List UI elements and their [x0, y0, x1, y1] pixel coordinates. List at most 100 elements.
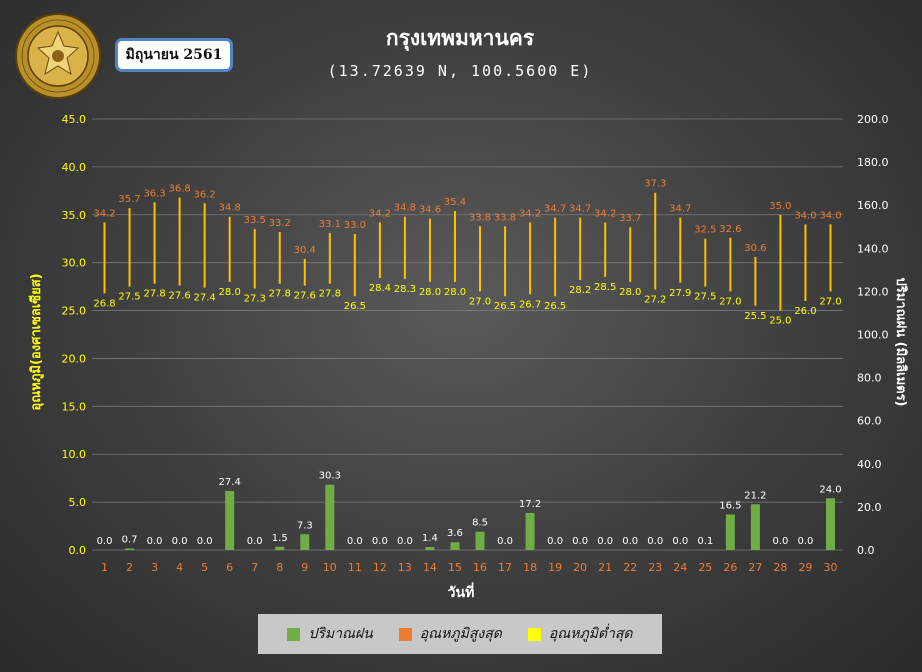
min-temp-label: 28.0	[219, 287, 241, 298]
max-temp-label: 30.4	[294, 245, 316, 256]
rain-value-label: 0.0	[672, 536, 688, 547]
rain-value-label: 0.1	[697, 536, 713, 547]
min-temp-label: 27.5	[694, 292, 716, 303]
max-temp-label: 35.0	[769, 201, 791, 212]
rain-bar	[475, 531, 485, 550]
max-temp-label: 33.1	[319, 219, 341, 230]
min-temp-label: 27.8	[269, 289, 291, 300]
max-temp-label: 34.8	[394, 203, 416, 214]
min-temp-label: 27.0	[719, 296, 741, 307]
min-temp-label: 25.5	[744, 311, 766, 322]
rain-bar	[450, 542, 460, 550]
rain-bars	[125, 484, 835, 550]
rain-bar	[425, 546, 435, 550]
min-temp-label: 27.8	[319, 289, 341, 300]
x-tick-label: 21	[598, 561, 612, 574]
rain-bar	[300, 534, 310, 550]
max-temp-label: 34.2	[93, 208, 115, 219]
x-tick-label: 8	[276, 561, 283, 574]
month-label: มิถุนายน 2561	[125, 47, 223, 63]
right-tick-label: 180.0	[857, 156, 889, 169]
min-temp-label: 27.0	[469, 296, 491, 307]
max-temp-label: 33.5	[244, 215, 266, 226]
max-temp-label: 35.4	[444, 197, 466, 208]
x-tick-label: 10	[323, 561, 337, 574]
right-tick-label: 160.0	[857, 199, 889, 212]
max-temp-label: 34.0	[794, 210, 816, 221]
max-temp-label: 36.2	[194, 189, 216, 200]
legend-tmax-swatch	[398, 627, 412, 641]
right-tick-label: 140.0	[857, 242, 889, 255]
max-temp-label: 34.8	[219, 203, 241, 214]
rain-value-label: 0.0	[197, 536, 213, 547]
left-tick-label: 35.0	[62, 209, 87, 222]
legend-item-rain: ปริมาณฝน	[287, 623, 373, 645]
x-tick-label: 20	[573, 561, 587, 574]
legend-tmax-label: อุณหภูมิสูงสุด	[419, 626, 502, 642]
meteorological-department-seal-icon	[15, 13, 101, 99]
left-tick-label: 25.0	[62, 305, 87, 318]
min-temp-label: 27.4	[194, 293, 216, 304]
temperature-range-bars	[103, 192, 832, 311]
right-tick-label: 200.0	[857, 113, 889, 126]
x-tick-label: 16	[473, 561, 487, 574]
rain-value-label: 24.0	[819, 484, 841, 495]
rain-value-label: 0.0	[772, 536, 788, 547]
max-temp-label: 35.7	[118, 194, 140, 205]
max-temp-label: 34.2	[594, 208, 616, 219]
x-tick-label: 7	[251, 561, 258, 574]
rain-value-label: 0.0	[797, 536, 813, 547]
max-temp-label: 36.8	[168, 184, 190, 195]
min-temp-label: 26.8	[93, 298, 115, 309]
rain-bar	[525, 512, 535, 550]
left-tick-label: 45.0	[62, 113, 87, 126]
min-temp-label: 28.0	[419, 287, 441, 298]
x-tick-label: 9	[301, 561, 308, 574]
x-tick-label: 26	[723, 561, 737, 574]
rain-value-label: 0.0	[497, 536, 513, 547]
x-tick-label: 6	[226, 561, 233, 574]
data-labels: 0.0 0.7 0.0 0.0 0.0 27.4 0.0 1.5 7.3 30.3 0.0 0.0 0.…	[93, 179, 841, 547]
x-tick-label: 18	[523, 561, 537, 574]
x-tick-label: 5	[201, 561, 208, 574]
min-temp-label: 27.8	[143, 289, 165, 300]
left-tick-label: 30.0	[62, 257, 87, 270]
rain-value-label: 21.2	[744, 490, 766, 501]
right-tick-label: 120.0	[857, 285, 889, 298]
right-axis-ticks: 0.0 20.0 40.0 60.0 80.0 100.0 120.0 140.0 160.0 1…	[857, 113, 889, 557]
rain-bar	[325, 484, 335, 550]
chart-subtitle: (13.72639 N, 100.5600 E)	[327, 62, 593, 80]
left-tick-label: 10.0	[62, 448, 87, 461]
min-temp-label: 28.0	[444, 287, 466, 298]
max-temp-label: 33.2	[269, 218, 291, 229]
min-temp-label: 27.2	[644, 294, 666, 305]
x-tick-label: 1	[101, 561, 108, 574]
x-tick-label: 2	[126, 561, 133, 574]
x-tick-label: 4	[176, 561, 183, 574]
rain-value-label: 0.0	[622, 536, 638, 547]
rain-value-label: 8.5	[472, 518, 488, 529]
x-tick-label: 19	[548, 561, 562, 574]
x-tick-label: 17	[498, 561, 512, 574]
right-tick-label: 20.0	[857, 501, 882, 514]
grid-lines	[92, 118, 843, 551]
legend-item-tmax: อุณหภูมิสูงสุด	[398, 623, 502, 645]
min-temp-label: 27.3	[244, 294, 266, 305]
max-temp-label: 34.7	[569, 204, 591, 215]
rain-value-label: 0.0	[397, 536, 413, 547]
rain-bar	[825, 498, 835, 550]
rain-value-label: 7.3	[297, 520, 313, 531]
min-temp-label: 26.5	[494, 301, 516, 312]
rain-value-label: 0.7	[122, 534, 138, 545]
max-temp-label: 34.6	[419, 205, 441, 216]
x-tick-label: 24	[673, 561, 687, 574]
x-tick-label: 25	[698, 561, 712, 574]
left-tick-label: 0.0	[69, 544, 87, 557]
rain-bar	[225, 490, 235, 550]
rain-value-label: 16.5	[719, 500, 741, 511]
right-tick-label: 80.0	[857, 372, 882, 385]
rain-value-label: 30.3	[319, 471, 341, 482]
left-tick-label: 5.0	[69, 496, 87, 509]
right-tick-label: 100.0	[857, 329, 889, 342]
legend-item-tmin: อุณหภูมิต่ำสุด	[527, 623, 633, 645]
